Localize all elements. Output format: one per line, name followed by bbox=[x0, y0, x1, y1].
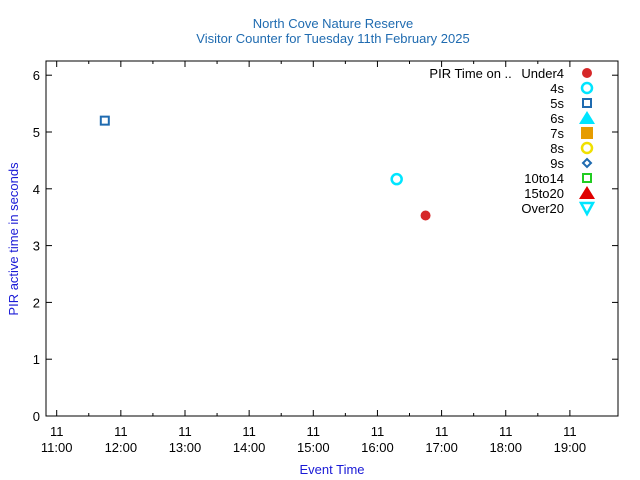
x-tick-label-time: 19:00 bbox=[554, 440, 587, 455]
x-tick-label-time: 14:00 bbox=[233, 440, 266, 455]
chart-title: North Cove Nature Reserve bbox=[253, 16, 413, 31]
y-axis: 0 1 2 3 4 5 6 bbox=[33, 68, 618, 424]
x-tick-label-time: 15:00 bbox=[297, 440, 330, 455]
y-axis-label: PIR active time in seconds bbox=[6, 162, 21, 316]
legend-label-10to14: 10to14 bbox=[524, 171, 564, 186]
x-tick-label-day: 11 bbox=[435, 424, 449, 439]
legend-marker-9s bbox=[581, 157, 593, 169]
data-point-under4 bbox=[420, 210, 431, 221]
x-tick-label-day: 11 bbox=[563, 424, 577, 439]
x-tick-label-time: 17:00 bbox=[425, 440, 458, 455]
x-tick-label-time: 16:00 bbox=[361, 440, 394, 455]
y-tick-label: 6 bbox=[33, 68, 40, 83]
legend-label-under4: Under4 bbox=[521, 66, 564, 81]
x-tick-label-day: 11 bbox=[307, 424, 321, 439]
data-point-4s bbox=[390, 172, 403, 186]
x-tick-label-day: 11 bbox=[371, 424, 385, 439]
data-points bbox=[99, 115, 431, 221]
x-tick-label-day: 11 bbox=[114, 424, 128, 439]
legend-marker-under4 bbox=[582, 68, 592, 78]
legend-label-4s: 4s bbox=[550, 81, 564, 96]
plot-frame bbox=[45, 60, 619, 417]
y-tick-label: 2 bbox=[33, 295, 40, 310]
y-tick-label: 5 bbox=[33, 125, 40, 140]
x-tick-label-time: 12:00 bbox=[105, 440, 138, 455]
legend-label-8s: 8s bbox=[550, 141, 564, 156]
chart-subtitle: Visitor Counter for Tuesday 11th Februar… bbox=[196, 31, 469, 46]
legend-marker-15to20 bbox=[579, 186, 595, 199]
x-tick-label-day: 11 bbox=[50, 424, 64, 439]
legend-marker-over20 bbox=[578, 201, 596, 217]
legend-marker-10to14 bbox=[582, 173, 592, 183]
legend-marker-5s bbox=[582, 98, 592, 108]
y-tick-label: 1 bbox=[33, 352, 40, 367]
legend-label-7s: 7s bbox=[550, 126, 564, 141]
x-tick-label-time: 18:00 bbox=[489, 440, 522, 455]
x-tick-label-time: 13:00 bbox=[169, 440, 202, 455]
y-tick-label: 3 bbox=[33, 239, 40, 254]
legend-marker-6s bbox=[579, 111, 595, 124]
legend-marker-7s bbox=[581, 127, 593, 139]
data-point-5s bbox=[99, 115, 110, 126]
y-tick-label: 4 bbox=[33, 182, 40, 197]
legend-label-15to20: 15to20 bbox=[524, 186, 564, 201]
legend-label-over20: Over20 bbox=[521, 201, 564, 216]
x-tick-label-time: 11:00 bbox=[41, 440, 73, 455]
legend-marker-8s bbox=[580, 141, 594, 155]
legend-title: PIR Time on .. bbox=[429, 66, 511, 81]
x-tick-label-day: 11 bbox=[242, 424, 256, 439]
x-tick-label-day: 11 bbox=[178, 424, 192, 439]
x-axis-label: Event Time bbox=[299, 462, 364, 477]
x-tick-label-day: 11 bbox=[499, 424, 513, 439]
x-axis: 1111:001112:001113:001114:001115:001116:… bbox=[41, 61, 586, 455]
legend-label-9s: 9s bbox=[550, 156, 564, 171]
legend-label-5s: 5s bbox=[550, 96, 564, 111]
legend-marker-4s bbox=[580, 81, 594, 95]
y-tick-label: 0 bbox=[33, 409, 40, 424]
legend-label-6s: 6s bbox=[550, 111, 564, 126]
